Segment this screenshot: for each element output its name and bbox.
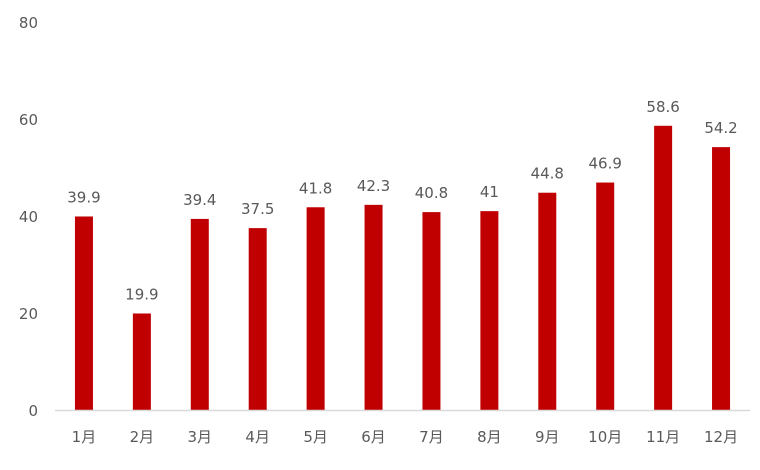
bar	[74, 216, 93, 410]
y-axis-tick-labels: 0 20 40 60 80	[19, 14, 38, 420]
x-tick-label: 1月	[72, 428, 97, 446]
x-tick-label: 6月	[361, 428, 386, 446]
y-tick-label: 80	[19, 14, 38, 32]
data-label: 37.5	[241, 200, 274, 218]
x-tick-label: 10月	[588, 428, 622, 446]
bar	[248, 228, 267, 410]
y-tick-label: 20	[19, 305, 38, 323]
data-label: 19.9	[125, 285, 158, 303]
x-tick-label: 4月	[245, 428, 270, 446]
x-tick-label: 9月	[535, 428, 560, 446]
x-tick-label: 2月	[130, 428, 155, 446]
x-tick-label: 8月	[477, 428, 502, 446]
y-tick-label: 0	[28, 402, 38, 420]
bar	[480, 211, 499, 410]
data-label: 46.9	[589, 155, 622, 173]
data-label: 39.9	[67, 188, 100, 206]
data-label: 58.6	[646, 98, 679, 116]
bar	[422, 212, 441, 410]
bar	[538, 192, 557, 410]
y-tick-label: 40	[19, 208, 38, 226]
bar	[132, 313, 151, 410]
data-label: 44.8	[531, 165, 564, 183]
x-tick-label: 12月	[704, 428, 738, 446]
data-labels-group: 39.9 19.9 39.4 37.5 41.8 42.3 40.8 41 44.8 46.9 58…	[67, 98, 737, 304]
bar	[654, 125, 673, 410]
data-label: 42.3	[357, 177, 390, 195]
x-tick-label: 5月	[303, 428, 328, 446]
bar	[596, 182, 615, 410]
bar	[364, 204, 383, 410]
x-tick-label: 7月	[419, 428, 444, 446]
x-tick-label: 3月	[188, 428, 213, 446]
data-label: 40.8	[415, 184, 448, 202]
data-label: 39.4	[183, 191, 216, 209]
data-label: 41.8	[299, 179, 332, 197]
x-tick-label: 11月	[646, 428, 680, 446]
data-label: 54.2	[704, 119, 737, 137]
bar	[712, 147, 731, 410]
bar	[190, 218, 209, 410]
data-label: 41	[480, 183, 499, 201]
bars-group	[74, 125, 731, 410]
y-tick-label: 60	[19, 111, 38, 129]
x-axis-tick-labels: 1月 2月 3月 4月 5月 6月 7月 8月 9月 10月 11月 12月	[72, 428, 738, 446]
bar	[306, 207, 325, 410]
